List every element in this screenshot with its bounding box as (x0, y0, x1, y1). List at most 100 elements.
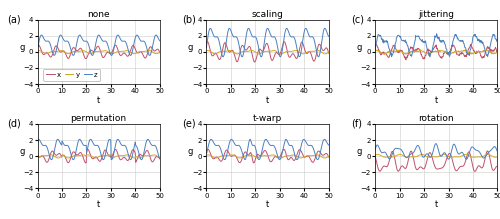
x (205, 148, 211, 151)
z (134, 34, 140, 36)
x (277, 53, 283, 56)
y (484, 49, 490, 52)
z (446, 51, 452, 54)
x (484, 151, 490, 154)
X-axis label: t: t (434, 96, 438, 105)
X-axis label: t: t (266, 200, 269, 209)
y (157, 156, 163, 159)
y (138, 50, 144, 53)
y (157, 51, 163, 54)
z (204, 152, 210, 154)
x (277, 155, 283, 158)
Title: permutation: permutation (70, 114, 126, 123)
x (110, 48, 116, 50)
y (326, 155, 332, 158)
Line: y: y (375, 154, 498, 157)
z (372, 148, 378, 151)
z (276, 52, 282, 54)
z (432, 142, 438, 145)
z (157, 158, 163, 160)
x (308, 157, 314, 160)
y (138, 156, 144, 159)
x (484, 47, 490, 49)
y (476, 155, 482, 158)
y (381, 53, 387, 56)
x (326, 52, 332, 55)
x (83, 162, 89, 164)
y (204, 49, 210, 52)
z (307, 35, 313, 38)
z (372, 49, 378, 51)
x (108, 155, 114, 157)
y (110, 52, 116, 55)
x (108, 52, 114, 55)
z (464, 158, 469, 161)
z (204, 46, 210, 49)
Text: (b): (b) (182, 14, 196, 25)
z (427, 56, 433, 58)
y (270, 154, 276, 156)
y (308, 50, 314, 53)
x (372, 44, 378, 46)
z (434, 32, 440, 35)
Title: none: none (88, 10, 110, 19)
Text: (c): (c) (350, 14, 364, 25)
z (448, 49, 454, 52)
z (107, 51, 113, 54)
x (204, 149, 210, 152)
y (146, 154, 152, 157)
y (65, 52, 71, 55)
y (254, 157, 260, 159)
y (448, 156, 454, 159)
Line: y: y (38, 51, 160, 54)
z (303, 27, 309, 30)
Line: x: x (38, 149, 160, 163)
Line: y: y (375, 50, 498, 55)
x (110, 152, 116, 155)
z (484, 54, 490, 57)
z (138, 40, 144, 42)
y (35, 156, 41, 159)
Line: x: x (206, 149, 328, 163)
z (110, 155, 116, 157)
y (448, 53, 454, 55)
x (108, 156, 114, 159)
z (146, 53, 152, 56)
Y-axis label: g: g (188, 147, 193, 156)
y (372, 154, 378, 157)
x (279, 151, 285, 153)
x (476, 164, 482, 167)
x (157, 157, 163, 159)
x (468, 43, 473, 46)
x (34, 45, 40, 48)
z (307, 144, 313, 147)
z (494, 39, 500, 42)
Title: scaling: scaling (252, 10, 284, 19)
Line: z: z (375, 34, 498, 57)
Line: y: y (206, 51, 328, 54)
z (204, 152, 210, 154)
z (34, 48, 40, 50)
y (204, 154, 210, 156)
x (446, 53, 452, 56)
z (326, 144, 332, 146)
Line: z: z (375, 144, 498, 159)
Line: x: x (375, 151, 498, 171)
z (314, 54, 320, 57)
z (35, 46, 41, 48)
z (326, 35, 332, 38)
y (484, 153, 490, 156)
Line: x: x (375, 44, 498, 60)
x (252, 61, 258, 63)
X-axis label: t: t (97, 200, 100, 209)
Y-axis label: g: g (356, 43, 362, 52)
z (34, 140, 40, 142)
z (446, 53, 452, 56)
y (204, 49, 210, 52)
z (247, 138, 253, 141)
z (35, 139, 41, 141)
x (372, 156, 378, 159)
z (146, 140, 152, 142)
x (35, 154, 41, 157)
z (278, 54, 284, 57)
